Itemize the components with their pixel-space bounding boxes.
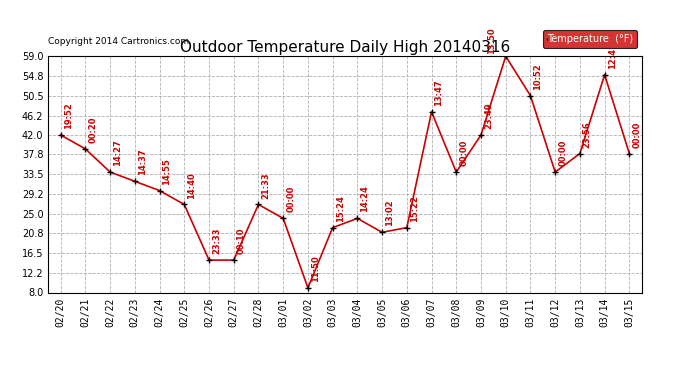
Text: 10:52: 10:52 [533,63,542,90]
Text: 14:24: 14:24 [360,186,369,213]
Text: 00:20: 00:20 [88,117,97,143]
Text: 14:37: 14:37 [138,149,147,176]
Text: 00:00: 00:00 [558,140,567,166]
Text: 13:02: 13:02 [385,200,394,226]
Legend: Temperature  (°F): Temperature (°F) [543,30,637,48]
Text: 00:00: 00:00 [632,121,641,148]
Text: 13:50: 13:50 [487,27,496,54]
Text: 15:24: 15:24 [335,195,344,222]
Text: 21:33: 21:33 [262,172,270,199]
Text: 00:00: 00:00 [286,186,295,213]
Text: Copyright 2014 Cartronics.com: Copyright 2014 Cartronics.com [48,38,190,46]
Text: 15:22: 15:22 [410,195,419,222]
Text: 14:27: 14:27 [113,140,122,166]
Text: 19:52: 19:52 [63,102,72,129]
Text: 00:00: 00:00 [460,140,469,166]
Title: Outdoor Temperature Daily High 20140316: Outdoor Temperature Daily High 20140316 [180,40,510,55]
Text: 14:40: 14:40 [187,172,196,199]
Text: 14:55: 14:55 [163,158,172,184]
Text: 13:47: 13:47 [435,79,444,106]
Text: 23:49: 23:49 [484,102,493,129]
Text: 23:33: 23:33 [212,228,221,254]
Text: 12:4: 12:4 [608,48,617,69]
Text: 11:50: 11:50 [311,255,320,282]
Text: 00:10: 00:10 [237,228,246,254]
Text: 23:56: 23:56 [583,121,592,148]
